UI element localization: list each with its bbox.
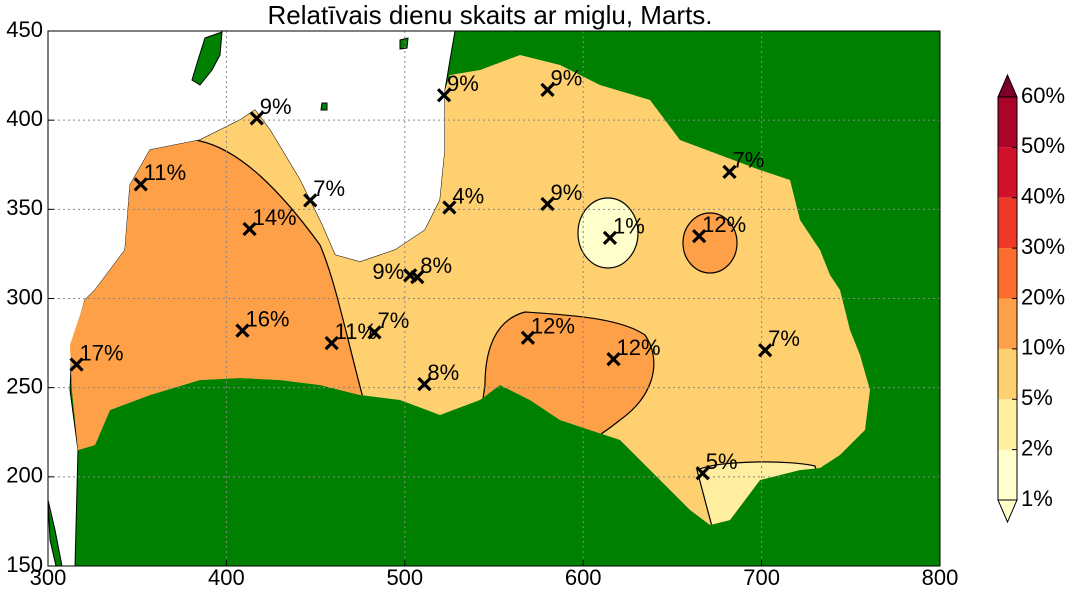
island [191,31,223,86]
station-marker [367,325,382,340]
colorbar-band [998,348,1017,400]
station-label: 4% [452,183,484,208]
station-marker [520,330,536,345]
chart-title: Relatīvais dienu skaits ar miglu, Marts. [267,0,712,30]
station-label: 9% [551,66,583,91]
station-label: 12% [702,212,746,237]
colorbar-band [998,197,1017,249]
x-tick-label: 600 [565,565,602,590]
colorbar-band [998,298,1017,349]
station-label: 11% [144,160,186,185]
station-marker [249,111,264,126]
y-tick-label: 250 [6,373,43,398]
station-label: 5% [706,449,738,474]
station-label: 14% [253,205,297,230]
station-label: 8% [420,253,452,278]
station-marker [324,335,339,351]
station-marker [69,357,84,372]
station-marker [442,200,457,215]
colorbar-band [998,147,1017,198]
colorbar-label: 5% [1021,385,1053,410]
colorbar-band [998,97,1017,148]
contour-fill [682,212,738,274]
station-label: 8% [427,360,459,385]
colorbar-band [998,399,1017,450]
colorbar-label: 10% [1021,335,1065,360]
station-marker [436,88,452,103]
colorbar-label: 30% [1021,234,1065,259]
y-tick-label: 150 [6,552,43,577]
station-marker [242,221,257,237]
station-marker [235,323,250,338]
station-label: 11% [335,319,377,344]
y-tick-label: 300 [6,284,43,309]
colorbar-extend-max [997,73,1018,98]
colorbar-label: 2% [1021,435,1053,460]
colorbar-label: 50% [1021,133,1065,158]
station-marker [695,466,710,481]
station-marker [410,269,425,285]
station-label: 9% [372,259,404,284]
colorbar-band [998,248,1017,299]
island [399,37,409,50]
station-marker [606,352,621,367]
station-marker [692,228,707,244]
colorbar-label: 40% [1021,184,1065,209]
island [320,102,328,111]
colorbar-extend-min [997,499,1018,524]
station-marker [303,193,318,208]
station-label: 9% [551,180,583,205]
station-label: 16% [245,306,289,331]
y-tick-label: 450 [6,17,43,42]
station-marker [540,196,555,212]
station-label: 9% [447,71,479,96]
colorbar-band [998,449,1017,500]
station-marker [133,177,148,192]
station-marker [722,164,737,180]
station-marker [602,230,618,245]
x-tick-label: 300 [30,565,67,590]
station-label: 9% [260,94,292,119]
station-label: 7% [377,308,409,333]
colorbar-label: 60% [1021,83,1065,108]
station-marker [417,376,432,392]
y-tick-label: 200 [6,463,43,488]
colorbar-label: 20% [1021,284,1065,309]
colorbar-label: 1% [1021,486,1053,511]
y-tick-label: 350 [6,195,43,220]
station-label: 7% [313,176,345,201]
station-label: 7% [732,148,764,173]
x-tick-label: 500 [386,565,423,590]
station-label: 7% [768,326,800,351]
map: 17%11%14%16%9%7%11% 7%8%9% 8%9%4%12%9%9%1%… [48,31,940,566]
station-marker [758,343,773,358]
spit [48,499,63,566]
station-label: 1% [613,214,645,239]
station-label: 12% [617,335,661,360]
station-label: 17% [80,340,124,365]
station-marker [540,82,555,97]
x-tick-label: 700 [743,565,780,590]
x-tick-label: 800 [922,565,959,590]
x-tick-label: 400 [208,565,245,590]
contour-fill [577,197,639,269]
station-label: 12% [531,314,575,339]
y-tick-label: 400 [6,106,43,131]
